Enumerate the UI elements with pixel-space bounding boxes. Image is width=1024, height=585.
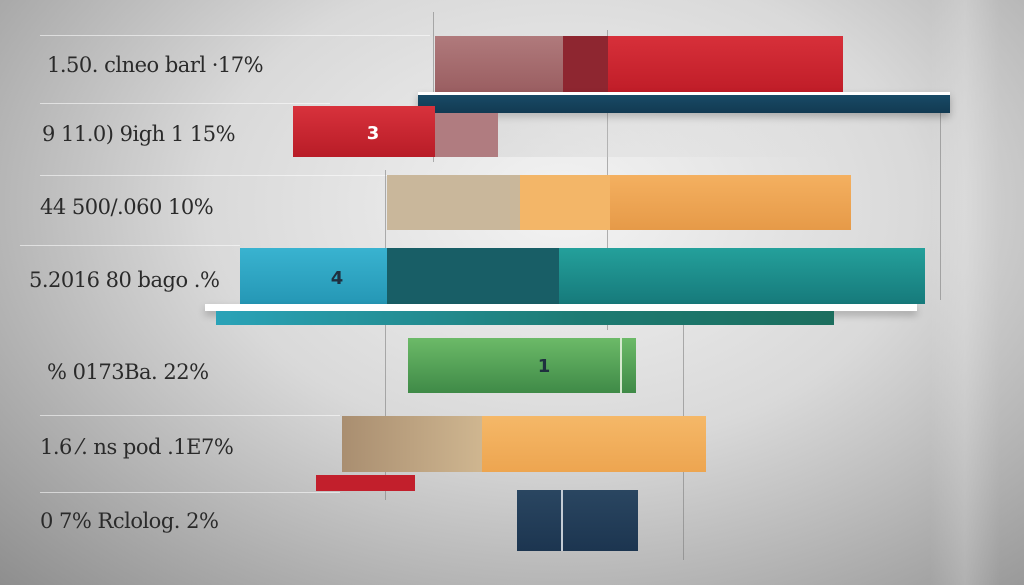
category-label: 0 7% Rclolog. 2%: [40, 509, 219, 533]
bar: [216, 311, 834, 325]
data-label: 3: [366, 123, 380, 144]
row-rule: [40, 415, 340, 416]
row-rule: [40, 103, 330, 104]
row-rule: [40, 492, 340, 493]
bar: [610, 175, 851, 230]
bar: [517, 490, 638, 551]
row-rule: [40, 175, 630, 176]
data-label: 4: [330, 268, 344, 289]
data-label: 1: [537, 356, 551, 377]
bar: [608, 36, 843, 92]
bar: [387, 248, 559, 304]
bar: [482, 416, 706, 472]
guide-line: [385, 170, 386, 500]
bar: [387, 175, 520, 230]
bar: [240, 248, 387, 304]
category-label: 1.50. clneo barl ·17%: [47, 53, 264, 77]
bar: [520, 175, 610, 230]
bar: [435, 113, 498, 157]
category-label: 44 500/.060 10%: [40, 195, 214, 219]
guide-line: [433, 12, 434, 162]
shelf: [418, 92, 950, 113]
category-label: 5.2016 80 bago .%: [29, 268, 220, 292]
bar: [342, 416, 482, 472]
bar: [498, 113, 838, 157]
bar: [435, 36, 563, 92]
guide-line: [940, 110, 941, 300]
row-rule: [20, 245, 240, 246]
shelf: [205, 304, 917, 311]
category-label: 1.6 ⁄. ns pod .1E7%: [40, 435, 234, 459]
row-rule: [40, 35, 430, 36]
category-label: % 0173Ba. 22%: [47, 360, 209, 384]
bar: [561, 490, 563, 551]
bar: [293, 106, 435, 157]
bar: [408, 338, 636, 393]
bar: [563, 36, 608, 92]
bar: [316, 475, 415, 491]
bar: [559, 248, 925, 304]
category-label: 9 11.0) 9igh 1 15%: [42, 122, 236, 146]
bar: [620, 338, 622, 393]
